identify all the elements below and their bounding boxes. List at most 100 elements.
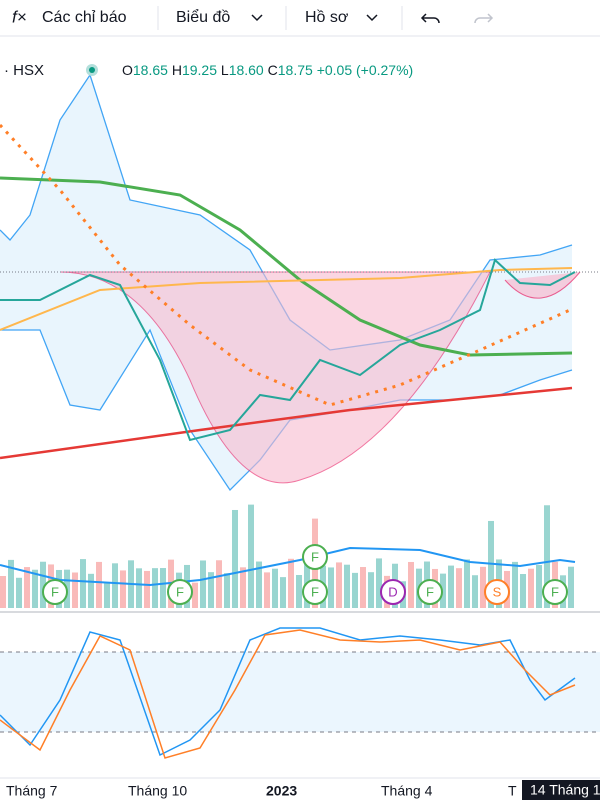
volume-bar	[256, 561, 262, 608]
volume-bar	[408, 561, 414, 608]
volume-bar	[544, 505, 550, 608]
volume-bar	[200, 560, 206, 608]
event-label: F	[426, 584, 434, 599]
volume-bar	[480, 566, 486, 608]
volume-bar	[472, 575, 478, 608]
volume-bar	[352, 572, 358, 608]
chevron	[251, 14, 263, 22]
volume-bar	[152, 568, 158, 608]
change: +0.05 (+0.27%)	[317, 62, 414, 78]
status-dot-core	[89, 67, 95, 73]
event-marker	[302, 579, 328, 605]
volume-bar	[448, 565, 454, 608]
l-value: 18.60	[229, 62, 264, 78]
ma-red	[0, 386, 573, 460]
volume-bar	[280, 577, 286, 608]
volume-bar	[160, 568, 166, 608]
volume-bar	[104, 583, 110, 608]
volume-bar	[296, 574, 302, 608]
volume-bar	[0, 576, 6, 608]
volume-bar	[144, 570, 150, 608]
cursor-label-bg	[522, 780, 600, 800]
volume-bar	[248, 504, 254, 608]
bollinger-fill	[0, 75, 572, 490]
o-label: O	[122, 62, 133, 78]
volume-bar	[24, 567, 30, 608]
legend-symbol: · HSX	[4, 62, 44, 79]
event-marker	[42, 579, 68, 605]
volume-bar	[288, 558, 294, 608]
x-label: Tháng 7	[6, 783, 58, 799]
volume-bar	[40, 561, 46, 608]
volume-bar	[224, 573, 230, 608]
volume-bar	[464, 559, 470, 608]
volume-bar	[80, 559, 86, 608]
volume-bar	[440, 573, 446, 608]
c-label: C	[268, 62, 278, 78]
volume-bar	[376, 558, 382, 608]
volume-bar	[536, 565, 542, 608]
volume-bar	[512, 561, 518, 608]
volume-bar	[568, 566, 574, 608]
event-marker	[417, 579, 443, 605]
h-label: H	[172, 62, 182, 78]
x-label: Tháng 4	[381, 783, 433, 799]
event-marker	[484, 579, 510, 605]
redo-button[interactable]	[474, 13, 494, 24]
event-label: F	[311, 549, 319, 564]
volume-bar	[456, 568, 462, 608]
undo-button[interactable]	[420, 13, 440, 24]
volume-bar	[88, 573, 94, 608]
volume-bar	[264, 572, 270, 608]
event-label: S	[493, 584, 502, 599]
event-label: F	[311, 584, 319, 599]
parabolic-sar	[0, 123, 571, 407]
cup-pattern	[59, 271, 491, 484]
l-label: L	[221, 62, 229, 78]
ma-orange	[0, 267, 573, 331]
volume-bar	[360, 567, 366, 608]
chevron	[366, 14, 378, 22]
volume-bar	[112, 563, 118, 608]
h-value: 19.25	[182, 62, 217, 78]
c-value: 18.75	[278, 62, 313, 78]
o-value: 18.65	[133, 62, 168, 78]
volume-bar	[272, 568, 278, 608]
volume-bar	[328, 567, 334, 608]
volume-bar	[232, 509, 238, 608]
x-label: Tháng 10	[128, 783, 187, 799]
stoch-d	[0, 629, 576, 759]
toolbar	[0, 0, 600, 36]
volume-bar	[528, 568, 534, 608]
volume-bar	[72, 572, 78, 608]
volume-bar	[336, 562, 342, 608]
volume-bar	[120, 570, 126, 608]
profile-button[interactable]: Hồ sơ	[305, 9, 349, 26]
volume-bar	[208, 572, 214, 608]
event-label: F	[51, 584, 59, 599]
chart-type-button[interactable]: Biểu đồ	[176, 8, 230, 26]
fx-icon[interactable]: f×	[12, 7, 27, 26]
event-marker	[302, 544, 328, 570]
event-markers: F F F F D F S F	[42, 544, 568, 605]
volume-bar	[344, 564, 350, 608]
indicators-button[interactable]: Các chỉ báo	[42, 9, 127, 26]
volume-bar	[192, 582, 198, 608]
event-label: F	[176, 584, 184, 599]
legend-ohlc: O18.65 H19.25 L18.60 C18.75 +0.05 (+0.27…	[122, 62, 413, 78]
x-label: 2023	[266, 783, 297, 799]
volume-bar	[520, 574, 526, 608]
event-label: F	[551, 584, 559, 599]
symbol: HSX	[13, 62, 44, 79]
volume-bar	[216, 560, 222, 608]
event-marker	[167, 579, 193, 605]
volume-bar	[136, 568, 142, 608]
volume-bar	[8, 559, 14, 608]
volume-bar	[240, 567, 246, 608]
volume-bar	[16, 577, 22, 608]
event-marker	[542, 579, 568, 605]
stoch-k	[0, 627, 576, 757]
volume-bar	[96, 561, 102, 608]
